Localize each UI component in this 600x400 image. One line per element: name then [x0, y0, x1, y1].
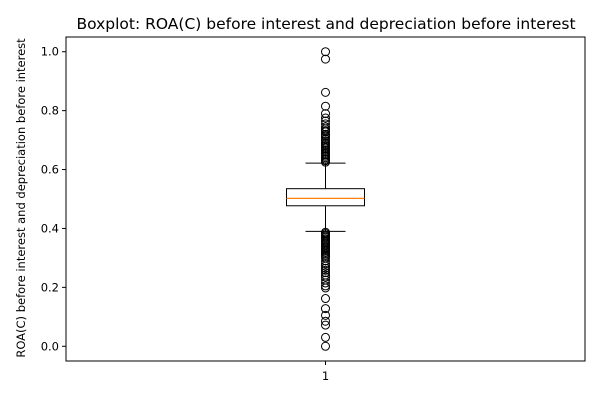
y-tick-label: 0.2: [41, 280, 59, 294]
outlier-point: [321, 127, 330, 137]
outlier-point: [321, 263, 330, 273]
x-tick-label: 1: [322, 369, 329, 383]
outlier-point: [321, 341, 330, 351]
interquartile-box: [286, 188, 365, 207]
outlier-point: [321, 47, 330, 57]
outlier-point: [321, 316, 330, 326]
outlier-point: [321, 157, 330, 167]
outlier-point: [321, 256, 330, 266]
y-tick-label: 0.8: [41, 104, 59, 118]
y-tick-label: 1.0: [41, 45, 59, 59]
outlier-point: [321, 54, 330, 64]
y-tick-label: 0.4: [41, 221, 59, 235]
plot-area: 0.0 0.2 0.4 0.6 0.8 1.0 1: [41, 45, 365, 383]
outlier-point: [321, 272, 330, 282]
outlier-point: [321, 332, 330, 342]
outlier-point: [321, 261, 330, 271]
chart-title: Boxplot: ROA(C) before interest and depr…: [76, 15, 575, 33]
outlier-point: [321, 265, 330, 275]
outlier-point: [321, 294, 330, 304]
y-axis-label: ROA(C) before interest and depreciation …: [14, 38, 28, 358]
plot-frame: [65, 36, 586, 362]
outlier-point: [321, 113, 330, 123]
outlier-point: [321, 283, 330, 293]
y-tick-label: 0.0: [41, 339, 59, 353]
outlier-point: [321, 109, 330, 119]
y-tick-label: 0.6: [41, 163, 59, 177]
outlier-point: [321, 132, 330, 142]
outlier-point: [321, 278, 330, 288]
outlier-point: [321, 268, 330, 278]
outlier-point: [321, 101, 330, 111]
outlier-point: [321, 320, 330, 330]
outlier-point: [321, 87, 330, 97]
outlier-point: [321, 259, 330, 269]
outlier-point: [321, 304, 330, 314]
outlier-point: [321, 310, 330, 320]
outlier-point: [321, 122, 330, 132]
outlier-point: [321, 281, 330, 291]
